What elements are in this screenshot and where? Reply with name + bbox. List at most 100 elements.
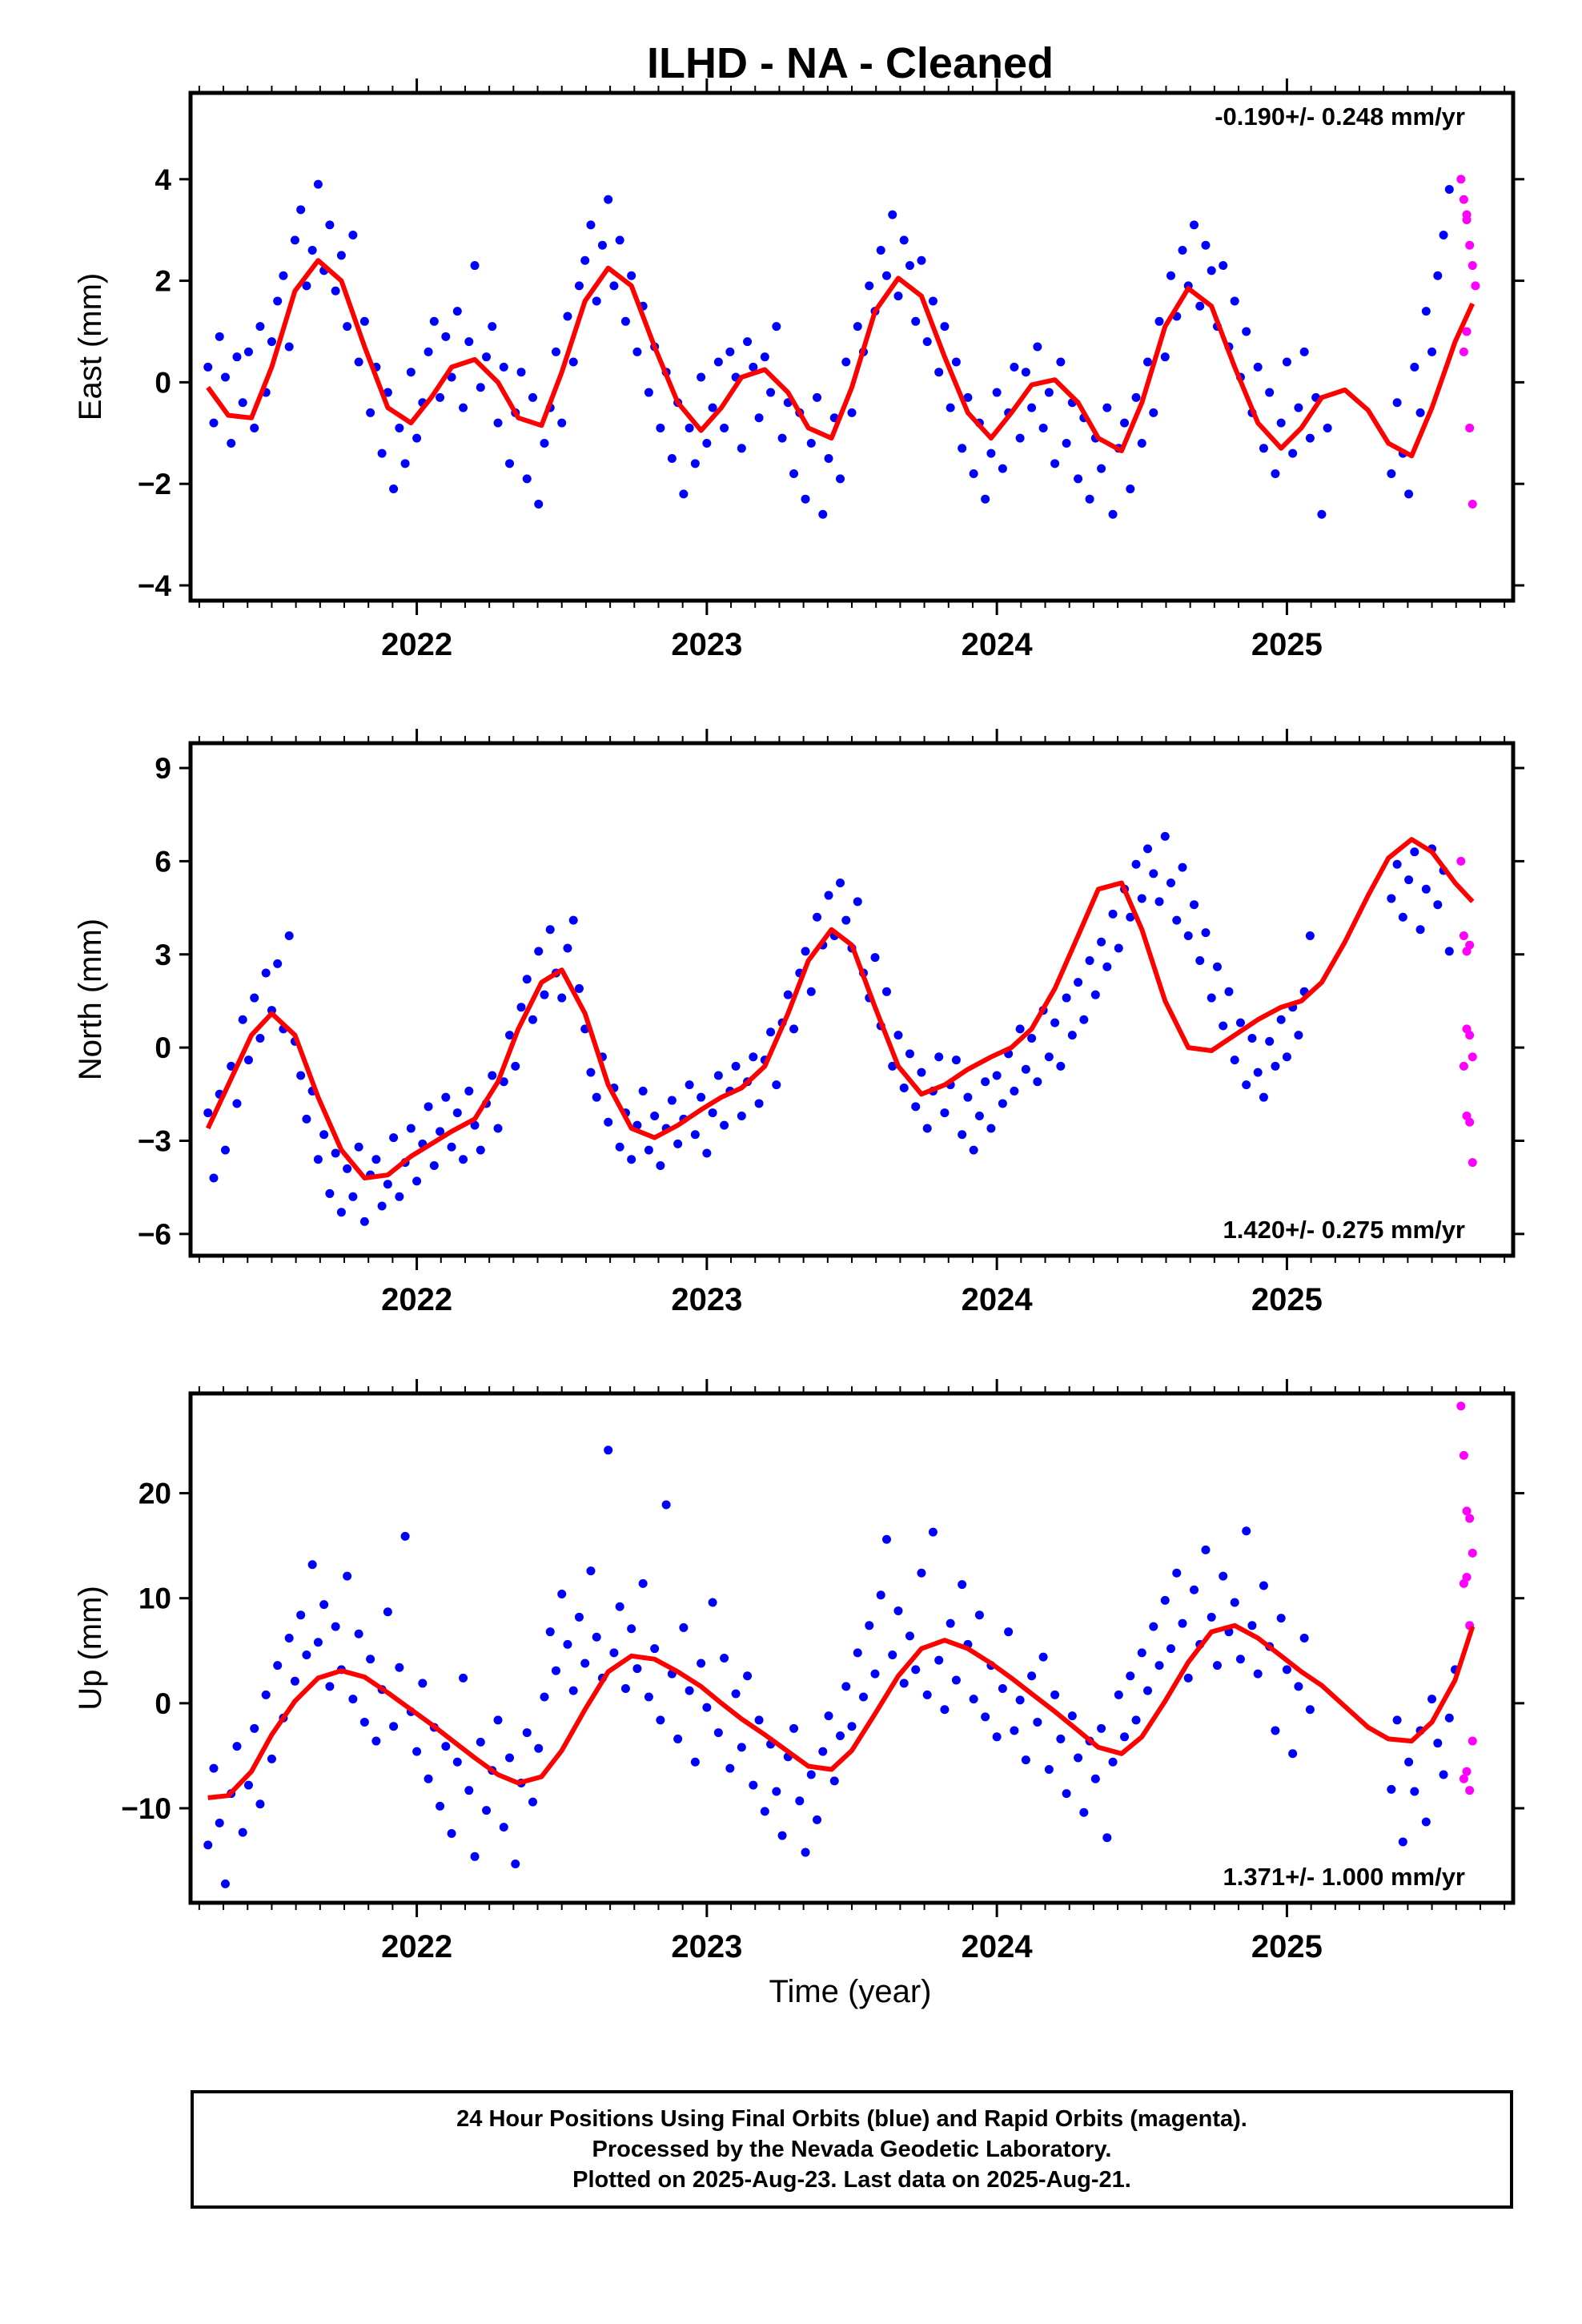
east-final-point [1421,307,1431,316]
north-final-point [1085,956,1094,966]
up-final-point [615,1602,624,1611]
up-rapid-point [1459,1774,1468,1783]
east-final-point [934,368,944,377]
north-final-point [1201,928,1211,938]
up-final-point [418,1679,428,1688]
up-final-point [1120,1732,1130,1742]
up-final-point [1427,1695,1437,1704]
east-final-point [1451,0,1460,5]
north-final-point [783,990,793,999]
up-final-point [917,1568,926,1578]
east-final-point [876,246,885,255]
up-final-point [470,1852,480,1861]
up-final-point [359,1717,369,1727]
up-final-point [661,1500,671,1510]
east-final-point [1207,266,1216,275]
east-final-point [267,337,276,347]
east-final-point [986,448,996,458]
up-final-point [1108,1757,1118,1767]
east-final-point [1166,271,1176,280]
east-final-point [522,474,532,484]
north-final-point [534,947,544,956]
north-final-point [911,1102,921,1112]
north-final-point [690,1130,700,1140]
east-final-point [1178,246,1187,255]
north-final-point [209,1173,219,1183]
east-final-point [772,322,781,332]
north-final-point [313,1155,323,1164]
north-final-point [412,1176,422,1186]
up-final-point [452,1757,462,1767]
up-final-point [348,1695,358,1704]
east-final-point [620,316,630,326]
north-final-series [203,831,1454,1226]
north-final-point [395,1192,404,1201]
up-final-point [1102,1833,1112,1843]
east-final-point [1056,357,1066,367]
north-x-tick-label: 2024 [962,1282,1034,1317]
up-final-point [1126,1671,1135,1681]
east-final-point [1160,352,1170,362]
up-final-point [232,1742,242,1751]
east-final-point [1085,494,1094,504]
east-final-point [400,459,410,468]
up-rapid-series [1456,1401,1477,1795]
up-final-point [395,1663,404,1672]
up-final-point [777,1831,787,1840]
east-final-point [1021,368,1030,377]
north-final-point [528,1015,537,1024]
north-final-point [1166,879,1176,888]
north-final-point [436,1127,445,1136]
north-final-point [389,1133,399,1143]
north-final-point [522,975,532,984]
north-final-point [870,953,880,963]
north-final-point [1143,844,1153,854]
east-final-point [499,362,508,372]
up-y-tick-label: 0 [155,1687,171,1720]
east-final-point [1387,469,1396,478]
north-final-point [255,1033,265,1043]
east-final-point [220,372,230,382]
east-final-point [255,322,265,332]
up-final-point [325,1682,335,1691]
north-final-point [708,1108,717,1118]
up-final-point [1421,1817,1431,1827]
up-rapid-point [1462,1506,1472,1516]
north-final-point [627,1155,636,1164]
east-y-tick-label: 0 [155,366,171,399]
up-final-point [1242,1526,1251,1536]
east-final-point [1010,362,1019,372]
east-final-point [429,316,439,326]
up-y-tick-label: 20 [139,1478,171,1510]
up-final-point [522,1728,532,1738]
up-final-point [290,1676,299,1686]
east-final-point [992,388,1002,397]
east-final-point [922,337,932,347]
east-final-point [713,357,723,367]
up-final-point [250,1723,259,1733]
north-final-point [331,1148,340,1158]
east-final-point [725,347,735,356]
east-final-point [1044,388,1054,397]
up-final-point [1305,1705,1315,1715]
north-final-point [1154,897,1164,907]
north-final-point [969,1145,978,1155]
east-y-tick-label: −4 [138,569,172,602]
east-final-point [1294,403,1303,412]
up-final-point [1288,1749,1298,1759]
up-model-curve [207,1622,1476,1800]
east-final-point [847,408,857,417]
up-final-point [1219,1571,1228,1581]
up-final-point [505,1753,515,1763]
up-final-point [713,1728,723,1738]
processing-note-box: 24 Hour Positions Using Final Orbits (bl… [191,2090,1513,2209]
north-y-tick-label: 9 [155,752,171,785]
up-final-point [1062,1789,1071,1799]
north-final-point [1108,909,1118,919]
north-final-point [1444,947,1454,956]
east-final-point [1120,418,1130,428]
north-final-point [667,1096,677,1105]
north-final-point [1172,915,1182,925]
up-final-point [951,1675,961,1685]
up-final-point [557,1589,567,1598]
